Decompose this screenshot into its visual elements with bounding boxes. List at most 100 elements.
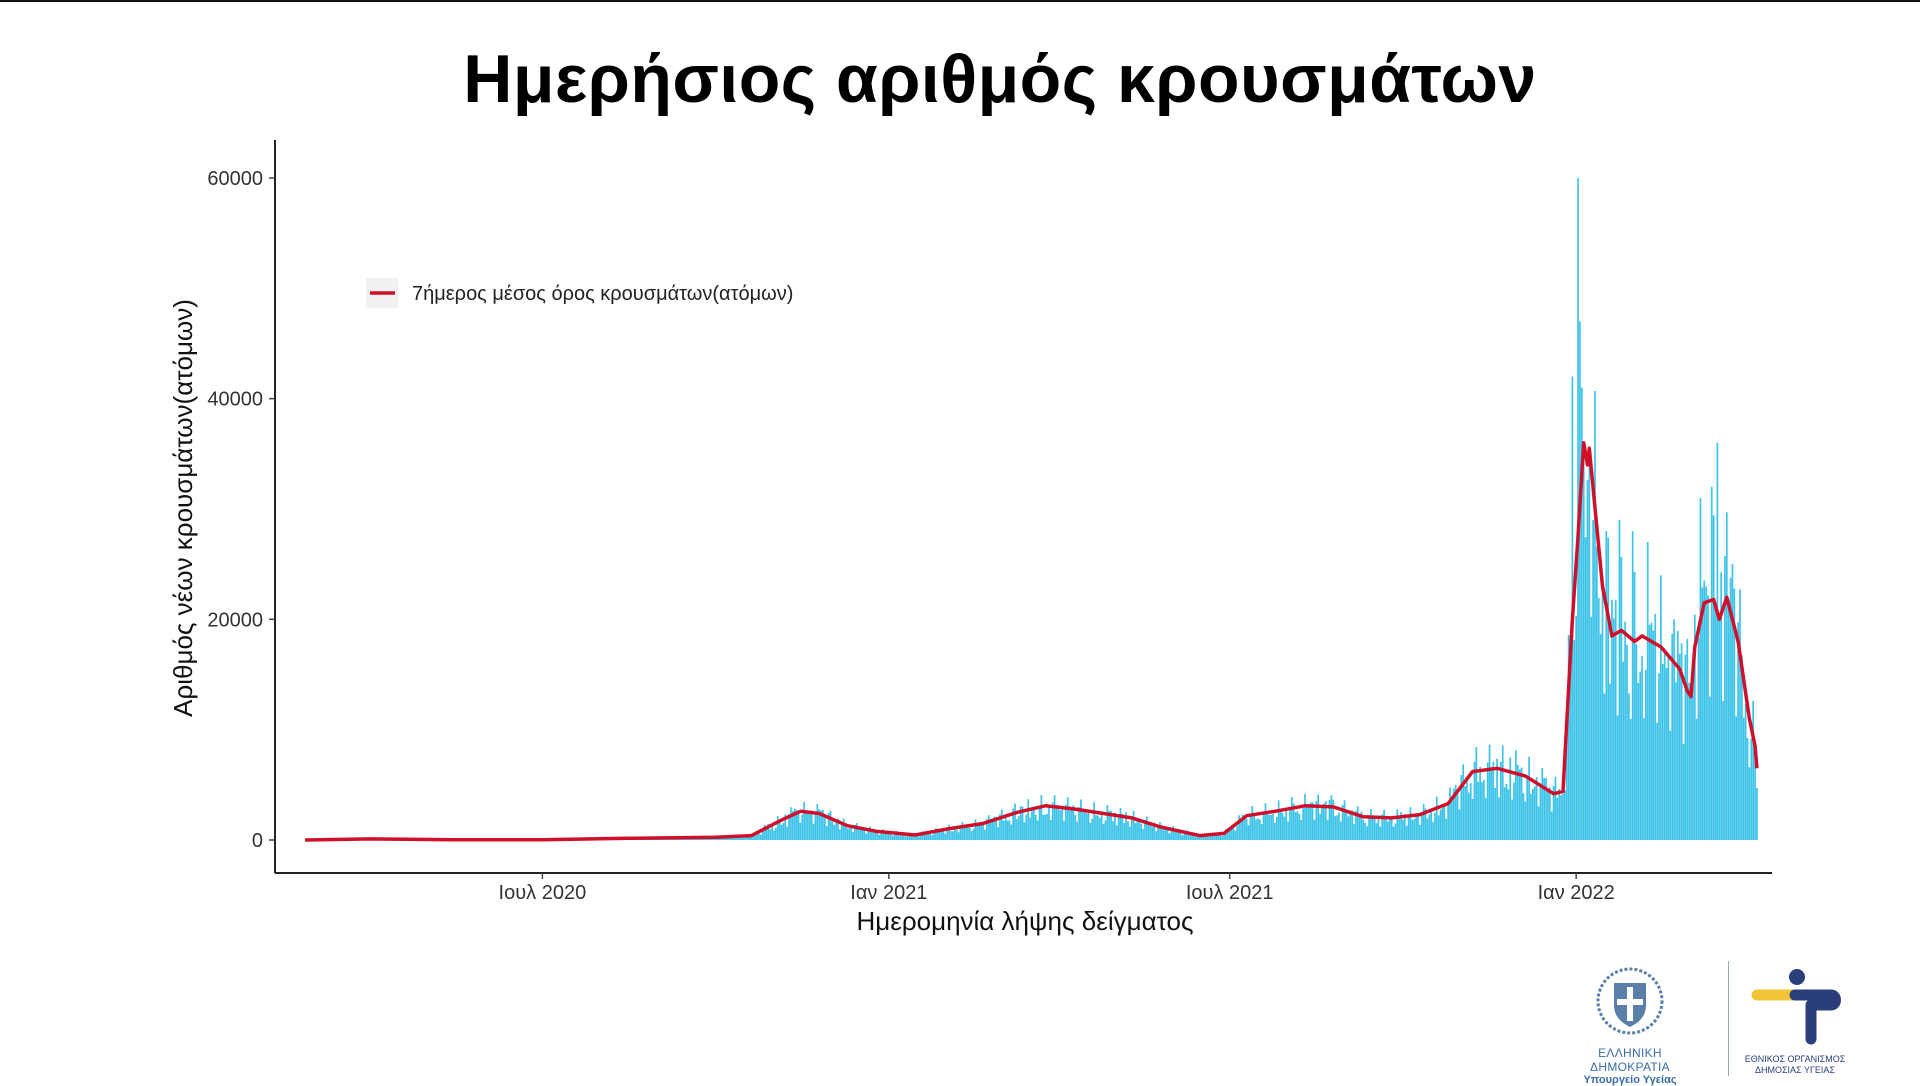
bar — [1468, 793, 1470, 840]
bar — [1641, 656, 1643, 840]
bar — [1129, 827, 1131, 840]
bar — [1624, 622, 1626, 840]
bar — [833, 825, 835, 840]
bar — [1344, 800, 1346, 840]
bar — [1564, 790, 1566, 840]
bar — [1587, 480, 1589, 840]
bar — [1639, 672, 1641, 840]
bar — [1658, 673, 1660, 840]
logos: ΕΛΛΗΝΙΚΗ ΔΗΜΟΚΡΑΤΙΑ Υπουργείο Υγείας ΕΘΝ… — [1540, 955, 1910, 1080]
logo-divider — [1728, 961, 1729, 1076]
bar — [1479, 767, 1481, 840]
bar — [1707, 595, 1709, 840]
bar — [1541, 768, 1543, 840]
bar — [956, 830, 958, 840]
bar — [1250, 815, 1252, 840]
bar — [1530, 794, 1532, 840]
bar — [1462, 764, 1464, 840]
bar — [1103, 824, 1105, 840]
bar — [771, 826, 773, 840]
bar — [894, 835, 896, 840]
bar — [1071, 808, 1073, 840]
bar — [1261, 824, 1263, 840]
bar — [813, 824, 815, 840]
bar — [1283, 817, 1285, 840]
bar — [1504, 787, 1506, 840]
bar — [1634, 572, 1636, 840]
bar — [1123, 823, 1125, 840]
bar — [1095, 815, 1097, 840]
bar — [1669, 731, 1671, 840]
bar — [1696, 719, 1698, 840]
bar — [1549, 787, 1551, 840]
bar — [1749, 767, 1751, 840]
bar — [918, 837, 920, 840]
bar — [960, 829, 962, 840]
bar — [1208, 837, 1210, 840]
bar — [1234, 831, 1236, 840]
bar — [1477, 782, 1479, 840]
bar — [1637, 683, 1639, 840]
bar — [786, 827, 788, 841]
bar — [1297, 811, 1299, 840]
bar — [826, 826, 828, 840]
bar — [952, 831, 954, 840]
bar — [1668, 657, 1670, 840]
bar — [1604, 694, 1606, 840]
bar — [1039, 808, 1041, 840]
bar — [1470, 783, 1472, 840]
bar — [1379, 827, 1381, 841]
bar — [1583, 447, 1585, 841]
bar — [1649, 625, 1651, 840]
bar — [1739, 589, 1741, 840]
bar — [1419, 825, 1421, 840]
bar — [1372, 816, 1374, 840]
bar — [988, 815, 990, 840]
bar — [1169, 833, 1171, 840]
bar — [1229, 831, 1231, 840]
bar — [961, 822, 963, 840]
bar — [1001, 809, 1003, 840]
bar — [1540, 784, 1542, 841]
bar — [1029, 818, 1031, 841]
bar — [1069, 806, 1071, 840]
bar — [1444, 804, 1446, 840]
bar — [1295, 812, 1297, 840]
bar — [1336, 815, 1338, 840]
bar — [1722, 701, 1724, 840]
bar — [958, 832, 960, 840]
bar — [1573, 640, 1575, 840]
bar — [1508, 789, 1510, 840]
bar — [1415, 817, 1417, 841]
bar — [1118, 818, 1120, 840]
bar — [1007, 821, 1009, 841]
bar — [1447, 804, 1449, 840]
bar — [1745, 704, 1747, 840]
bar — [1282, 813, 1284, 840]
bar — [1389, 817, 1391, 840]
bar — [1093, 802, 1095, 840]
bar — [1278, 800, 1280, 840]
bar — [1489, 745, 1491, 840]
bar — [756, 834, 758, 840]
bar — [1666, 668, 1668, 840]
bar — [1459, 809, 1461, 840]
bar — [1025, 814, 1027, 840]
bar — [1314, 820, 1316, 840]
bar — [1009, 820, 1011, 840]
bar — [1427, 818, 1429, 840]
bar — [1031, 810, 1033, 840]
bar — [1265, 803, 1267, 840]
bar — [1528, 757, 1530, 840]
bar — [807, 813, 809, 840]
x-tick-label: Ιαν 2022 — [1538, 882, 1615, 904]
bar — [1099, 818, 1101, 840]
bar — [1656, 723, 1658, 840]
bar — [1291, 797, 1293, 840]
bar — [1391, 818, 1393, 840]
bar — [815, 812, 817, 840]
bar — [1513, 782, 1515, 840]
bar — [1289, 810, 1291, 840]
bar — [984, 830, 986, 840]
bar — [824, 817, 826, 840]
